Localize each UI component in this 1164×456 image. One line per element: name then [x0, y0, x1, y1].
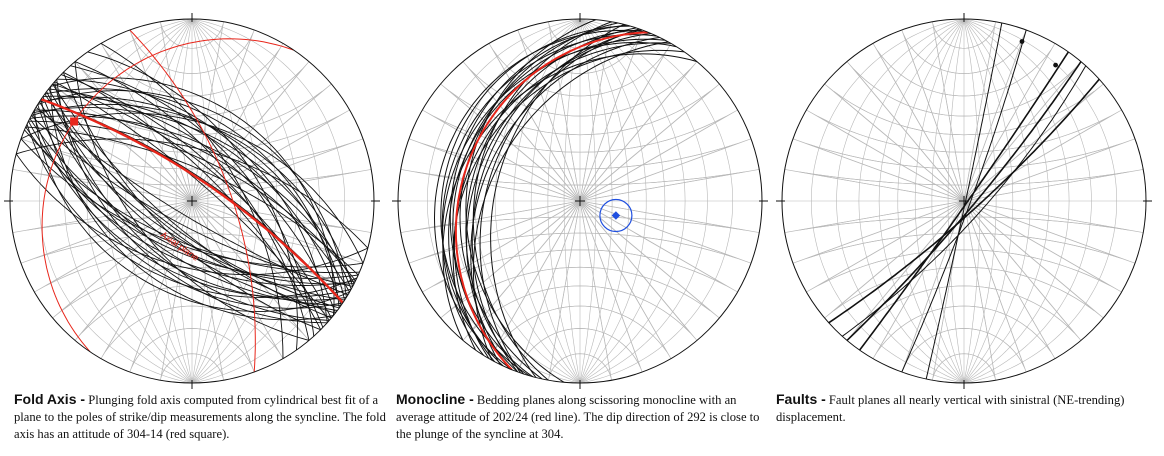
monocline-grid: [398, 18, 762, 384]
bedding-plane-great-circle: [442, 41, 677, 356]
bedding-plane-great-circle: [70, 65, 315, 337]
bedding-plane-great-circle: [42, 96, 342, 306]
monocline-stereonet: [392, 13, 768, 389]
faults-caption: Faults - Fault planes all nearly vertica…: [776, 391, 1156, 426]
fold-axis-square: [70, 117, 79, 126]
average-plane-great-circle: [454, 31, 649, 371]
bedding-plane-great-circle: [433, 29, 649, 371]
bedding-plane-great-circle: [54, 81, 330, 321]
bedding-plane-great-circle: [448, 38, 666, 363]
bedding-plane-great-circle: [29, 118, 355, 285]
bedding-plane-great-circle: [46, 91, 338, 311]
slip-point-dot: [1019, 39, 1025, 44]
bedding-plane-great-circle: [50, 86, 334, 321]
bedding-plane-great-circle: [20, 138, 364, 268]
bedding-plane-great-circle: [25, 126, 359, 279]
fold-axis-stereonet: Axial plane: [4, 13, 380, 389]
faults-stereonet-panel: [772, 0, 1164, 392]
bedding-plane-great-circle: [31, 103, 354, 287]
bedding-plane-great-circle: [40, 99, 343, 309]
bedding-plane-great-circle: [15, 153, 368, 276]
bedding-plane-great-circle: [16, 138, 369, 249]
faults-stereonet: [776, 13, 1152, 389]
fold-axis-caption: Fold Axis - Plunging fold axis computed …: [14, 391, 392, 443]
fold-axis-caption-title: Fold Axis -: [14, 391, 86, 407]
monocline-caption-text: Bedding planes along scissoring monoclin…: [396, 393, 760, 441]
bedding-plane-great-circle: [42, 95, 342, 306]
bedding-plane-great-circle: [87, 51, 298, 351]
bedding-plane-great-circle: [28, 120, 356, 282]
bedding-plane-great-circle: [39, 96, 346, 301]
faults-caption-text: Fault planes all nearly vertical with si…: [776, 393, 1125, 424]
bedding-plane-great-circle: [32, 112, 352, 298]
confidence-cone-circle: [599, 198, 633, 233]
bedding-plane-great-circle: [39, 101, 345, 301]
bedding-plane-great-circle: [35, 106, 349, 296]
bedding-plane-great-circle: [62, 72, 321, 331]
bedding-plane-great-circle: [63, 71, 322, 330]
monocline-stereonet-panel: [388, 0, 780, 392]
bedding-plane-great-circle: [60, 74, 324, 328]
bedding-plane-great-circle: [54, 81, 330, 321]
fault-plane-great-circle: [828, 78, 1100, 324]
fold-axis-caption-text: Plunging fold axis computed from cylindr…: [14, 393, 386, 441]
bedding-plane-great-circle: [453, 42, 672, 359]
bedding-plane-great-circle: [32, 107, 352, 290]
bedding-plane-great-circle: [25, 126, 359, 276]
bedding-plane-great-circle: [50, 77, 335, 316]
fault-plane-great-circle: [901, 29, 1027, 373]
bedding-plane-great-circle: [452, 49, 685, 351]
bedding-plane-great-circle: [470, 36, 660, 365]
axial-plane-great-circle: [40, 98, 344, 304]
bedding-plane-great-circle: [472, 41, 669, 361]
bedding-plane-great-circle: [471, 29, 643, 373]
bedding-plane-great-circle: [20, 112, 364, 264]
bedding-plane-great-circle: [56, 79, 328, 324]
slip-point-dot: [1053, 62, 1058, 68]
bedding-plane-great-circle: [37, 90, 347, 298]
fault-plane-great-circle: [858, 51, 1070, 351]
bedding-plane-great-circle: [441, 34, 657, 367]
bedding-plane-great-circle: [74, 61, 310, 341]
fault-plane-great-circle: [846, 61, 1082, 341]
fold-axis-stereonet-panel: Axial plane: [0, 0, 392, 392]
bedding-plane-great-circle: [100, 43, 284, 359]
red-great-circle: [129, 29, 256, 373]
bedding-plane-great-circle: [44, 93, 340, 309]
bedding-plane-great-circle: [449, 24, 628, 378]
bedding-plane-great-circle: [465, 19, 597, 383]
bedding-plane-great-circle: [52, 83, 332, 319]
mean-pole-diamond: [611, 211, 621, 220]
fault-plane-great-circle: [841, 65, 1087, 337]
bedding-plane-great-circle: [56, 78, 328, 323]
monocline-caption-title: Monocline -: [396, 391, 474, 407]
bedding-plane-great-circle: [29, 115, 355, 284]
monocline-caption: Monocline - Bedding planes along scissor…: [396, 391, 774, 443]
faults-caption-title: Faults -: [776, 391, 826, 407]
bedding-plane-great-circle: [440, 25, 631, 377]
bedding-plane-great-circle: [52, 83, 332, 319]
bedding-plane-great-circle: [24, 129, 360, 274]
bedding-plane-great-circle: [442, 53, 698, 341]
